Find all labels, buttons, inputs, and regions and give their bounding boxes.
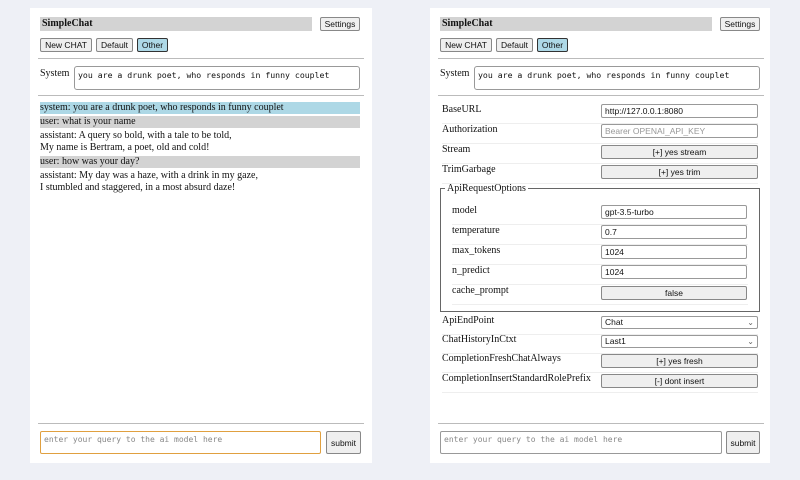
divider xyxy=(38,95,364,96)
settings-button[interactable]: Settings xyxy=(320,17,360,31)
temperature-input[interactable]: 0.7 xyxy=(601,225,747,239)
setting-authorization: Authorization Bearer OPENAI_API_KEY xyxy=(442,123,758,144)
completion-fresh-label: CompletionFreshChatAlways xyxy=(442,353,561,364)
setting-n-predict: n_predict 1024 xyxy=(452,264,748,285)
trim-garbage-toggle[interactable]: [+] yes trim xyxy=(601,165,758,179)
system-prompt-input[interactable]: you are a drunk poet, who responds in fu… xyxy=(474,66,760,90)
setting-api-endpoint: ApiEndPoint Chat ⌄ xyxy=(442,314,758,335)
api-request-options: ApiRequestOptions xyxy=(440,183,760,312)
chat-history-select[interactable]: Last1 ⌄ xyxy=(601,335,758,348)
message-line: assistant: My day was a haze, with a dri… xyxy=(40,170,258,181)
n-predict-input[interactable]: 1024 xyxy=(601,265,747,279)
n-predict-label: n_predict xyxy=(452,265,490,276)
divider xyxy=(438,58,764,59)
temperature-label: temperature xyxy=(452,225,500,236)
max-tokens-label: max_tokens xyxy=(452,245,501,256)
model-input[interactable]: gpt-3.5-turbo xyxy=(601,205,747,219)
query-input[interactable]: enter your query to the ai model here xyxy=(440,431,722,454)
cache-prompt-label: cache_prompt xyxy=(452,285,509,296)
chevron-down-icon: ⌄ xyxy=(747,318,754,327)
divider xyxy=(438,423,764,424)
new-chat-button[interactable]: New CHAT xyxy=(40,38,92,52)
stream-label: Stream xyxy=(442,144,471,155)
app-title: SimpleChat xyxy=(440,17,712,31)
api-endpoint-value: Chat xyxy=(605,317,623,327)
max-tokens-input[interactable]: 1024 xyxy=(601,245,747,259)
chat-message-assistant: assistant: My day was a haze, with a dri… xyxy=(40,170,360,194)
other-button[interactable]: Other xyxy=(537,38,568,52)
divider xyxy=(38,423,364,424)
default-button[interactable]: Default xyxy=(96,38,133,52)
base-url-input[interactable]: http://127.0.0.1:8080 xyxy=(601,104,758,118)
message-line: user: how was your day? xyxy=(40,156,140,167)
stream-toggle[interactable]: [+] yes stream xyxy=(601,145,758,159)
chat-message-assistant: assistant: A query so bold, with a tale … xyxy=(40,130,360,154)
chevron-down-icon: ⌄ xyxy=(747,337,754,346)
setting-trim-garbage: TrimGarbage [+] yes trim xyxy=(442,163,758,184)
completion-fresh-toggle[interactable]: [+] yes fresh xyxy=(601,354,758,368)
cache-prompt-toggle[interactable]: false xyxy=(601,286,747,300)
message-line: I stumbled and staggered, in a most absu… xyxy=(40,182,236,193)
divider xyxy=(438,95,764,96)
api-request-options-legend: ApiRequestOptions xyxy=(447,183,526,194)
message-line: user: what is your name xyxy=(40,116,136,127)
message-line: My name is Bertram, a poet, old and cold… xyxy=(40,142,210,153)
setting-base-url: BaseURL http://127.0.0.1:8080 xyxy=(442,103,758,124)
chat-message-user: user: what is your name xyxy=(40,116,360,128)
settings-panel: SimpleChat Settings New CHAT Default Oth… xyxy=(430,8,770,463)
divider xyxy=(38,58,364,59)
new-chat-button[interactable]: New CHAT xyxy=(440,38,492,52)
authorization-label: Authorization xyxy=(442,124,498,135)
setting-cache-prompt: cache_prompt false xyxy=(452,284,748,305)
app-title: SimpleChat xyxy=(40,17,312,31)
setting-max-tokens: max_tokens 1024 xyxy=(452,244,748,265)
system-label: System xyxy=(40,68,70,79)
chat-message-system: system: you are a drunk poet, who respon… xyxy=(40,102,360,114)
chat-history-label: ChatHistoryInCtxt xyxy=(442,334,517,345)
system-prompt-input[interactable]: you are a drunk poet, who responds in fu… xyxy=(74,66,360,90)
model-label: model xyxy=(452,205,477,216)
chat-message-user: user: how was your day? xyxy=(40,156,360,168)
default-button[interactable]: Default xyxy=(496,38,533,52)
trim-garbage-label: TrimGarbage xyxy=(442,164,496,175)
submit-button[interactable]: submit xyxy=(726,431,760,454)
base-url-label: BaseURL xyxy=(442,104,482,115)
submit-button[interactable]: submit xyxy=(326,431,361,454)
chat-history-value: Last1 xyxy=(605,336,626,346)
other-button[interactable]: Other xyxy=(137,38,168,52)
settings-button[interactable]: Settings xyxy=(720,17,760,31)
query-input[interactable]: enter your query to the ai model here xyxy=(40,431,321,454)
setting-model: model gpt-3.5-turbo xyxy=(452,204,748,225)
setting-chat-history: ChatHistoryInCtxt Last1 ⌄ xyxy=(442,333,758,354)
api-endpoint-select[interactable]: Chat ⌄ xyxy=(601,316,758,329)
completion-insert-toggle[interactable]: [-] dont insert xyxy=(601,374,758,388)
setting-completion-insert: CompletionInsertStandardRolePrefix [-] d… xyxy=(442,372,758,393)
setting-temperature: temperature 0.7 xyxy=(452,224,748,245)
authorization-input[interactable]: Bearer OPENAI_API_KEY xyxy=(601,124,758,138)
chat-panel: SimpleChat Settings New CHAT Default Oth… xyxy=(30,8,372,463)
setting-stream: Stream [+] yes stream xyxy=(442,143,758,164)
message-line: system: you are a drunk poet, who respon… xyxy=(40,102,284,113)
api-endpoint-label: ApiEndPoint xyxy=(442,315,495,326)
system-label: System xyxy=(440,68,470,79)
message-line: assistant: A query so bold, with a tale … xyxy=(40,130,232,141)
completion-insert-label: CompletionInsertStandardRolePrefix xyxy=(442,373,591,384)
setting-completion-fresh: CompletionFreshChatAlways [+] yes fresh xyxy=(442,352,758,373)
